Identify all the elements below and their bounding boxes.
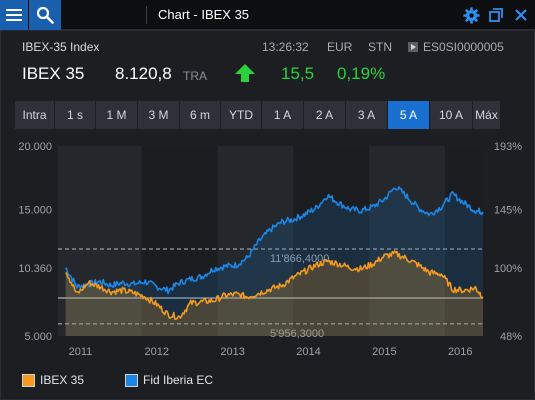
legend-label-fid-iberia: Fid Iberia EC (143, 373, 214, 387)
year-band (293, 146, 370, 336)
legend-item-fid-iberia[interactable]: Fid Iberia EC (125, 372, 213, 388)
popout-button[interactable] (485, 0, 507, 30)
period-3a-button[interactable]: 3 A (346, 101, 388, 129)
y-right-tick-label: 48% (500, 331, 522, 343)
y-left-tick-label: 5.000 (24, 331, 52, 343)
price-chart[interactable]: 11'866,4000 5'956,3000 20.000 15.000 10.360… (0, 138, 535, 360)
series-line-fid-iberia[interactable] (64, 186, 484, 295)
year-band (445, 146, 483, 336)
ticker: IBEX 35 (22, 64, 85, 83)
x-tick-label: 2016 (448, 346, 472, 358)
period-selector: Intra 1 s 1 M 3 M 6 m YTD 1 A 2 A 3 A 5 … (15, 101, 501, 129)
x-tick-label: 2012 (144, 346, 168, 358)
x-tick-label: 2015 (372, 346, 396, 358)
legend-item-ibex35[interactable]: IBEX 35 (22, 372, 84, 388)
period-max-button[interactable]: Máx (473, 101, 501, 129)
title-separator (146, 6, 147, 24)
period-1a-button[interactable]: 1 A (262, 101, 304, 129)
series-line-ibex35[interactable] (65, 250, 484, 321)
search-button[interactable] (29, 0, 61, 30)
period-5a-button[interactable]: 5 A (388, 101, 430, 129)
legend-swatch-ibex35 (22, 373, 35, 387)
period-intra-button[interactable]: Intra (15, 101, 55, 129)
close-icon (515, 9, 527, 21)
menu-button[interactable] (0, 0, 28, 30)
period-2a-button[interactable]: 2 A (304, 101, 346, 129)
arrow-up-icon (235, 64, 255, 82)
index-name: IBEX-35 Index (22, 40, 100, 54)
legend-label-ibex35: IBEX 35 (40, 373, 85, 387)
gear-icon (462, 6, 480, 24)
quote-source: STN (368, 40, 392, 54)
price-change: 15,5 (281, 64, 315, 83)
window-title: Chart - IBEX 35 (158, 7, 250, 22)
y-left-tick-label: 15.000 (18, 204, 52, 216)
series-area-fid-iberia (65, 186, 483, 336)
y-right-tick-label: 193% (494, 141, 522, 153)
y-right-tick-label: 145% (494, 204, 522, 216)
period-ytd-button[interactable]: YTD (221, 101, 262, 129)
isin-play-icon[interactable] (408, 42, 418, 52)
x-tick-label: 2014 (296, 346, 320, 358)
reference-line-label: 11'866,4000 (270, 253, 329, 265)
period-1s-button[interactable]: 1 s (55, 101, 96, 129)
y-right-tick-label: 100% (494, 263, 522, 275)
legend-swatch-fid-iberia (125, 373, 138, 387)
isin-code: ES0SI0000005 (423, 40, 504, 54)
search-icon (36, 6, 54, 24)
reference-line-label: 5'956,3000 (270, 328, 324, 340)
quote-currency: EUR (327, 40, 353, 54)
y-left-tick-label: 20.000 (18, 141, 52, 153)
title-bar: Chart - IBEX 35 (0, 0, 535, 30)
close-button[interactable] (510, 0, 532, 30)
x-tick-label: 2011 (69, 346, 93, 358)
last-price: 8.120,8 (115, 64, 172, 83)
plot-area (58, 146, 483, 336)
y-left-tick-label: 10.360 (18, 263, 52, 275)
period-6m-button[interactable]: 6 m (180, 101, 221, 129)
quote-time: 13:26:32 (262, 40, 309, 54)
popout-icon (489, 8, 503, 22)
x-tick-label: 2013 (220, 346, 244, 358)
period-1m-button[interactable]: 1 M (96, 101, 138, 129)
settings-button[interactable] (460, 0, 482, 30)
period-3m-button[interactable]: 3 M (138, 101, 180, 129)
price-change-percent: 0,19% (337, 64, 386, 83)
series-area-ibex35 (65, 251, 483, 336)
exchange-code: TRA (183, 69, 207, 83)
period-10a-button[interactable]: 10 A (430, 101, 473, 129)
menu-icon (6, 9, 22, 21)
